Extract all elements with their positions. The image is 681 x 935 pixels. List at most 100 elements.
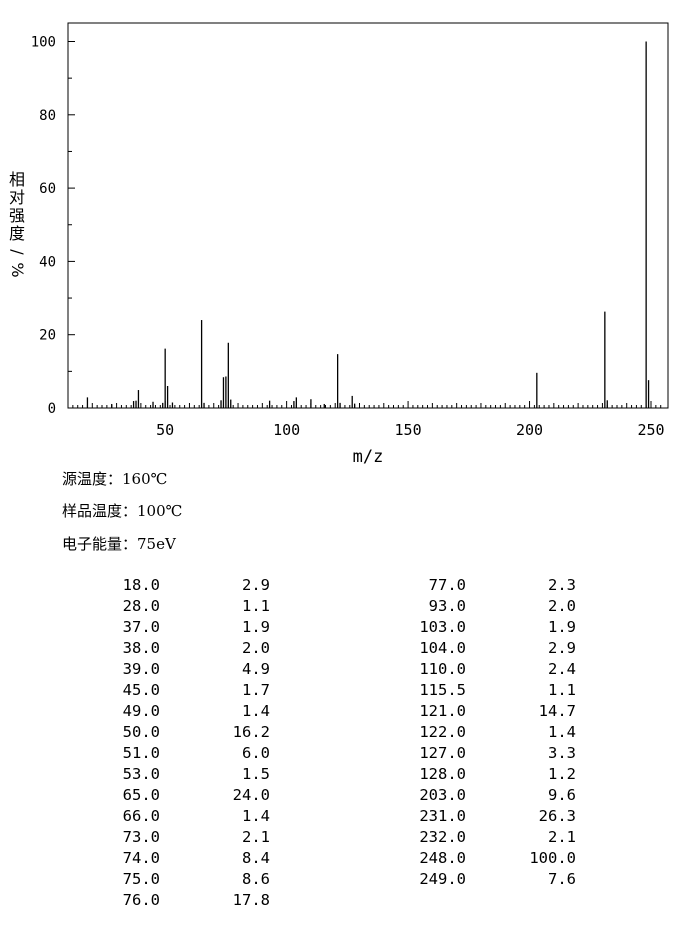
x-tick-label: 200: [516, 421, 543, 439]
x-axis-label: m/z: [353, 447, 384, 467]
peak-abundance: 26.3: [538, 807, 576, 825]
peak-abundance: 1.1: [548, 681, 576, 699]
peak-table-row: 127.0 3.3: [406, 743, 576, 764]
x-axis: 50 100 150 200 250: [72, 401, 665, 439]
peak-table-row: 77.0 2.3: [406, 575, 576, 596]
peak-mz: 49.0: [122, 702, 160, 720]
peak-mz: 28.0: [122, 597, 160, 615]
peak-mz: 74.0: [122, 849, 160, 867]
peak-abundance: 16.2: [232, 723, 270, 741]
peak-table-row: 128.0 1.2: [406, 764, 576, 785]
peak-table-row: 104.0 2.9: [406, 638, 576, 659]
peak-mz: 115.5: [419, 681, 466, 699]
y-tick-label: 100: [31, 35, 56, 51]
peak-mz: 73.0: [122, 828, 160, 846]
source-temperature-value: 160℃: [122, 470, 168, 488]
peak-abundance: 1.7: [242, 681, 270, 699]
peak-abundance: 1.2: [548, 765, 576, 783]
peak-table-row: 203.0 9.6: [406, 785, 576, 806]
peak-abundance: 2.0: [548, 597, 576, 615]
x-tick-label: 50: [156, 421, 174, 439]
peak-abundance: 1.5: [242, 765, 270, 783]
peak-abundance: 1.4: [548, 723, 576, 741]
peak-abundance: 14.7: [538, 702, 576, 720]
peak-abundance: 2.9: [548, 639, 576, 657]
electron-energy-value: 75eV: [137, 535, 176, 553]
peak-abundance: 7.6: [548, 870, 576, 888]
sample-temperature: 样品温度：100℃: [62, 500, 182, 521]
y-axis-label-char: 强: [9, 206, 25, 225]
peak-mz: 38.0: [122, 639, 160, 657]
x-tick-label: 150: [395, 421, 422, 439]
peak-mz: 66.0: [122, 807, 160, 825]
peak-table-row: 45.0 1.7: [100, 680, 270, 701]
y-axis-label-char: 度: [9, 224, 25, 243]
peak-table-row: 76.0 17.8: [100, 890, 270, 911]
peak-mz: 75.0: [122, 870, 160, 888]
peak-mz: 39.0: [122, 660, 160, 678]
peak-table-row: 39.0 4.9: [100, 659, 270, 680]
y-axis-label-char: 对: [9, 188, 25, 207]
peak-mz: 121.0: [419, 702, 466, 720]
peak-mz: 232.0: [419, 828, 466, 846]
peak-table-row: 49.0 1.4: [100, 701, 270, 722]
y-axis: 0 20 40 60 80 100: [31, 35, 75, 417]
y-tick-label: 0: [48, 401, 56, 417]
peak-table-row: 51.0 6.0: [100, 743, 270, 764]
peak-mz: 77.0: [428, 576, 466, 594]
peak-table-row: 231.0 26.3: [406, 806, 576, 827]
peak-abundance: 100.0: [529, 849, 576, 867]
plot-frame: [67, 22, 669, 409]
peak-mz: 76.0: [122, 891, 160, 909]
peak-abundance: 2.9: [242, 576, 270, 594]
peak-abundance: 2.3: [548, 576, 576, 594]
peak-abundance: 4.9: [242, 660, 270, 678]
peak-mz: 128.0: [419, 765, 466, 783]
peak-table-row: 53.0 1.5: [100, 764, 270, 785]
peak-abundance: 2.0: [242, 639, 270, 657]
peak-mz: 122.0: [419, 723, 466, 741]
y-tick-label: 60: [39, 181, 56, 197]
peak-mz: 45.0: [122, 681, 160, 699]
peak-mz: 249.0: [419, 870, 466, 888]
peak-table-left: 18.0 2.9 28.0 1.1 37.0 1.9 38.0 2.0 39.0 4.9 45.0 1…: [100, 575, 270, 911]
peak-abundance: 6.0: [242, 744, 270, 762]
peak-mz: 248.0: [419, 849, 466, 867]
peak-abundance: 1.9: [242, 618, 270, 636]
x-tick-label: 100: [273, 421, 300, 439]
peak-table-row: 65.0 24.0: [100, 785, 270, 806]
peak-table-row: 249.0 7.6: [406, 869, 576, 890]
peak-mz: 104.0: [419, 639, 466, 657]
peak-table-row: 122.0 1.4: [406, 722, 576, 743]
peak-table-row: 66.0 1.4: [100, 806, 270, 827]
peak-abundance: 3.3: [548, 744, 576, 762]
peak-table-row: 93.0 2.0: [406, 596, 576, 617]
source-temperature-label: 源温度：: [62, 470, 123, 488]
y-axis-label-char: /: [8, 249, 27, 255]
peak-abundance: 1.4: [242, 807, 270, 825]
peak-abundance: 2.1: [242, 828, 270, 846]
peak-abundance: 1.1: [242, 597, 270, 615]
peak-mz: 110.0: [419, 660, 466, 678]
electron-energy: 电子能量：75eV: [62, 533, 176, 554]
peak-table-row: 37.0 1.9: [100, 617, 270, 638]
peak-table-right: 77.0 2.3 93.0 2.0 103.0 1.9 104.0 2.9 110.0 2.4 11…: [406, 575, 576, 890]
peak-table-row: 18.0 2.9: [100, 575, 270, 596]
y-tick-label: 40: [39, 254, 56, 270]
peak-abundance: 17.8: [232, 891, 270, 909]
peak-mz: 127.0: [419, 744, 466, 762]
peak-abundance: 9.6: [548, 786, 576, 804]
y-tick-label: 80: [39, 108, 56, 124]
peak-abundance: 1.4: [242, 702, 270, 720]
peak-mz: 203.0: [419, 786, 466, 804]
peak-abundance: 2.4: [548, 660, 576, 678]
peak-mz: 53.0: [122, 765, 160, 783]
peak-table-row: 74.0 8.4: [100, 848, 270, 869]
peak-abundance: 1.9: [548, 618, 576, 636]
peak-mz: 65.0: [122, 786, 160, 804]
y-tick-label: 20: [39, 328, 56, 344]
electron-energy-label: 电子能量：: [62, 535, 138, 553]
peak-table-row: 75.0 8.6: [100, 869, 270, 890]
peak-mz: 103.0: [419, 618, 466, 636]
